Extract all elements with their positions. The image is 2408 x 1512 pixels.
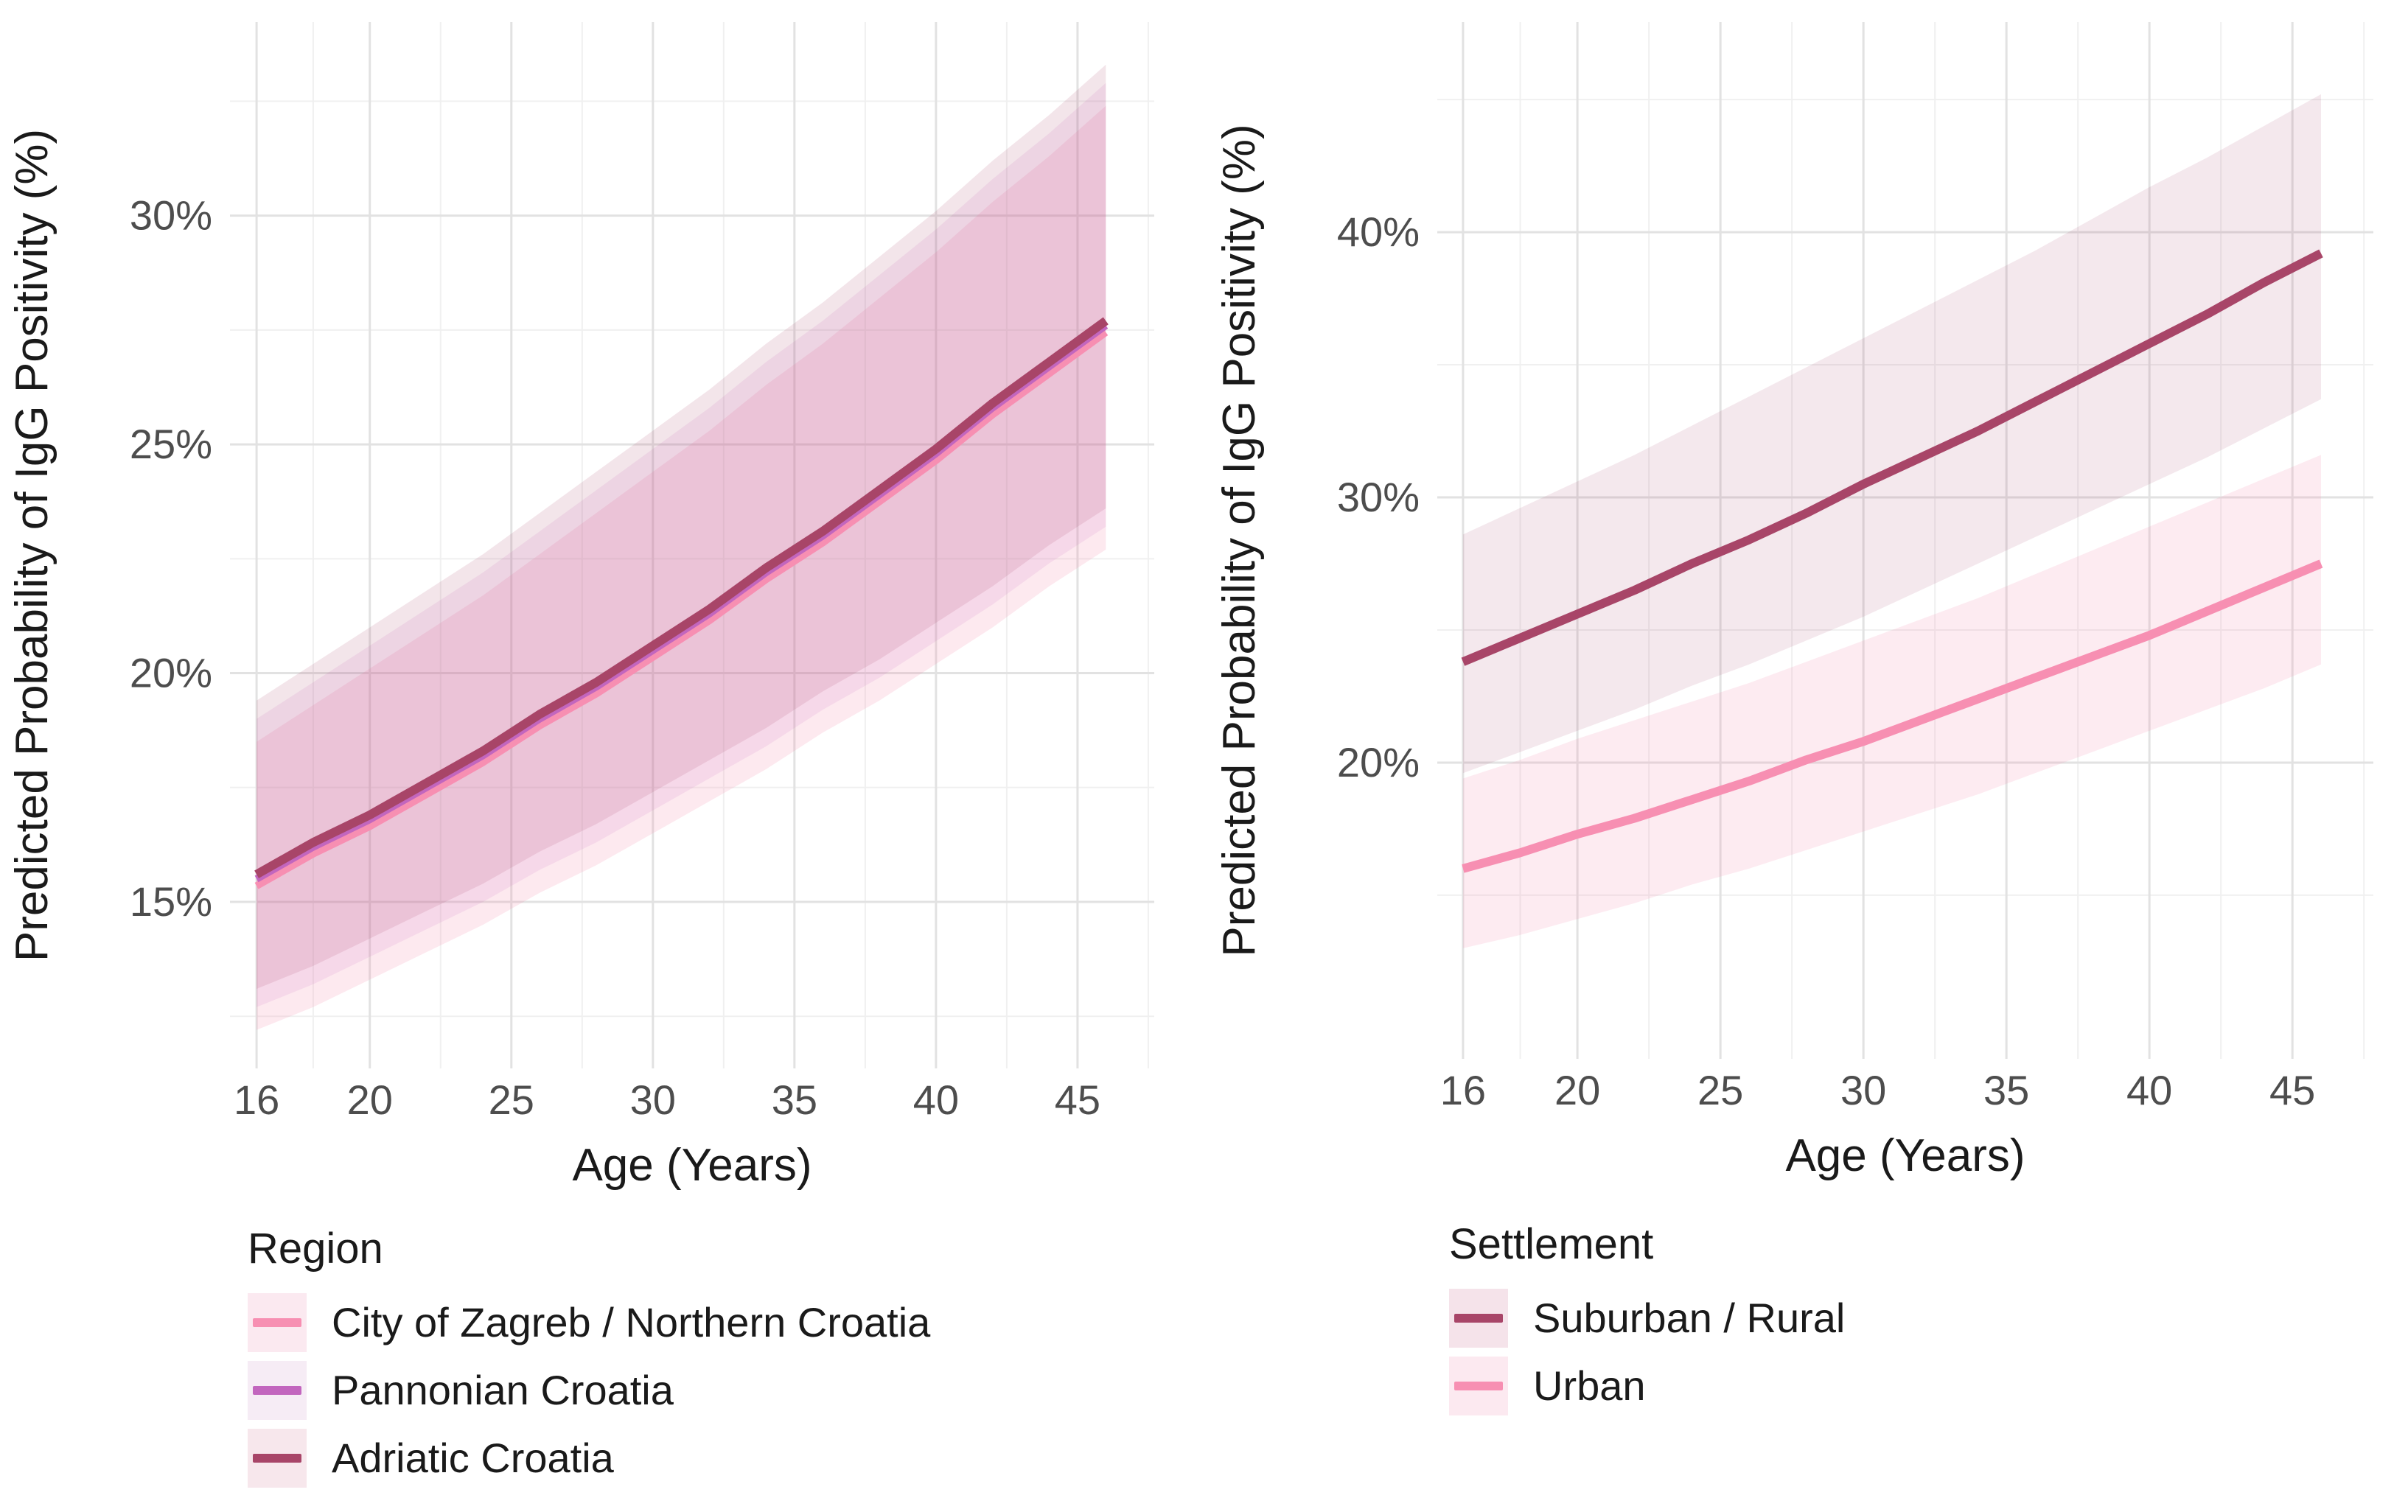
x-axis-title: Age (Years) <box>1785 1130 2025 1181</box>
legend-item-urban: Urban <box>1449 1356 1845 1415</box>
legend-key-line <box>1454 1381 1503 1390</box>
y-axis-title: Predicted Probability of IgG Positivity … <box>7 129 57 962</box>
x-tick-label: 35 <box>772 1077 817 1123</box>
x-tick-label: 40 <box>913 1077 959 1123</box>
x-tick-label: 20 <box>347 1077 393 1123</box>
line-adriatic <box>254 317 1109 878</box>
ribbon-adriatic <box>256 64 1106 990</box>
legend-item-label: Suburban / Rural <box>1533 1294 1846 1341</box>
x-tick-label: 16 <box>1440 1067 1486 1113</box>
region-legend: Region City of Zagreb / Northern Croatia… <box>248 1225 930 1488</box>
y-tick-label: 25% <box>130 421 212 467</box>
x-tick-label: 30 <box>630 1077 676 1123</box>
y-tick-label: 20% <box>1337 739 1420 785</box>
x-tick-label: 16 <box>234 1077 279 1123</box>
line-suburban-rural <box>1461 249 2323 666</box>
grid-minor <box>230 22 1154 1068</box>
legend-item-suburban-rural: Suburban / Rural <box>1449 1288 1846 1348</box>
legend-key-line <box>253 1317 301 1327</box>
x-tick-label: 25 <box>1697 1067 1743 1113</box>
legend-item-adriatic: Adriatic Croatia <box>248 1428 930 1488</box>
settlement-legend: Settlement Suburban / Rural Urban <box>1449 1220 1845 1415</box>
ribbon-suburban-rural <box>1462 94 2321 774</box>
x-axis-tick-labels: 16 20 25 30 35 40 45 <box>1440 1067 2316 1113</box>
line-zagreb <box>254 329 1109 889</box>
y-axis-title: Predicted Probability of IgG Positivity … <box>1214 124 1265 956</box>
y-tick-label: 30% <box>130 192 212 239</box>
legend-item-label: City of Zagreb / Northern Croatia <box>332 1298 931 1345</box>
grid-major <box>1437 22 2373 1059</box>
grid-minor <box>1437 22 2373 1059</box>
settlement-chart: 20% 30% 40% 16 20 25 30 35 40 45 Age (Years) Predic… <box>1214 22 2373 1181</box>
y-tick-label: 40% <box>1337 209 1420 255</box>
y-tick-label: 20% <box>130 650 212 696</box>
legend-item-label: Pannonian Croatia <box>332 1366 674 1413</box>
x-tick-label: 45 <box>2269 1067 2315 1113</box>
x-tick-label: 25 <box>489 1077 534 1123</box>
y-axis-tick-labels: 15% 20% 25% 30% <box>130 192 212 925</box>
legend-item-zagreb: City of Zagreb / Northern Croatia <box>248 1292 931 1352</box>
legend-items: City of Zagreb / Northern Croatia Pannoni… <box>248 1292 931 1488</box>
legend-key-swatch <box>248 1360 307 1420</box>
legend-item-label: Urban <box>1533 1362 1646 1409</box>
y-axis-tick-labels: 20% 30% 40% <box>1337 209 1420 785</box>
x-tick-label: 30 <box>1840 1067 1886 1113</box>
legend-key-line <box>253 1453 301 1463</box>
legend-key-swatch <box>1449 1288 1508 1348</box>
x-axis-title: Age (Years) <box>572 1140 812 1191</box>
x-axis-tick-labels: 16 20 25 30 35 40 45 <box>234 1077 1100 1123</box>
legend-key-swatch <box>248 1428 307 1488</box>
legend-title: Settlement <box>1449 1220 1654 1268</box>
legend-key-line <box>253 1385 301 1395</box>
legend-key-line <box>1454 1313 1503 1323</box>
x-tick-label: 40 <box>2126 1067 2172 1113</box>
x-tick-label: 20 <box>1554 1067 1600 1113</box>
legend-item-label: Adriatic Croatia <box>332 1434 614 1481</box>
region-chart: 15% 20% 25% 30% 16 20 25 30 35 40 45 Age (Years) Pre… <box>7 22 1154 1191</box>
y-tick-label: 15% <box>130 878 212 925</box>
legend-item-pannonian: Pannonian Croatia <box>248 1360 930 1420</box>
legend-title: Region <box>248 1225 383 1273</box>
y-tick-label: 30% <box>1337 474 1420 520</box>
legend-key-swatch <box>1449 1356 1508 1415</box>
ribbon-zagreb <box>256 105 1106 1030</box>
x-tick-label: 35 <box>1983 1067 2029 1113</box>
grid-major <box>230 22 1154 1068</box>
x-tick-label: 45 <box>1055 1077 1100 1123</box>
legend-items: Suburban / Rural Urban <box>1449 1288 1846 1415</box>
ribbon-pannonian <box>256 83 1106 1007</box>
ribbon-urban <box>1462 455 2321 948</box>
line-urban <box>1462 559 2323 873</box>
legend-key-swatch <box>248 1292 307 1352</box>
